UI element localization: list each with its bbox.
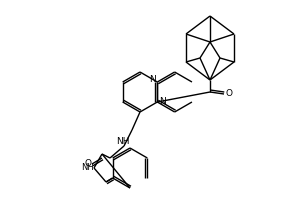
Text: N: N — [149, 75, 156, 84]
Text: NH: NH — [82, 164, 94, 172]
Text: NH: NH — [116, 138, 130, 146]
Text: O: O — [226, 90, 232, 98]
Text: N: N — [159, 98, 166, 106]
Text: O: O — [85, 160, 92, 168]
